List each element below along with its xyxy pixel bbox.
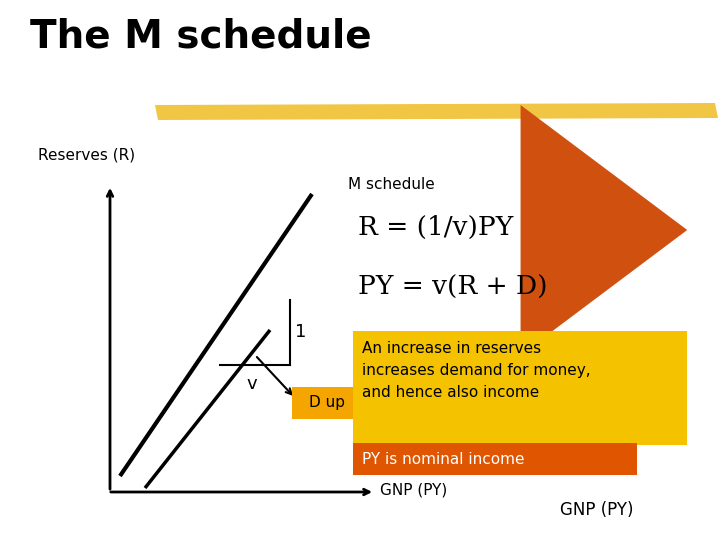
Text: M schedule: M schedule (348, 177, 435, 192)
FancyBboxPatch shape (292, 387, 362, 419)
Text: 1: 1 (295, 323, 307, 341)
Text: GNP (PY): GNP (PY) (560, 501, 634, 519)
Text: The M schedule: The M schedule (30, 18, 372, 56)
Text: R = (1/v)PY – D: R = (1/v)PY – D (358, 215, 564, 240)
FancyBboxPatch shape (353, 331, 687, 445)
Text: D up: D up (309, 395, 345, 410)
Polygon shape (155, 103, 718, 120)
Text: PY = v(R + D): PY = v(R + D) (358, 275, 547, 300)
Text: PY is nominal income: PY is nominal income (362, 451, 524, 467)
Text: Reserves (R): Reserves (R) (38, 148, 135, 163)
FancyBboxPatch shape (353, 443, 637, 475)
Text: v: v (247, 375, 257, 393)
Text: GNP (PY): GNP (PY) (380, 483, 447, 497)
Text: An increase in reserves
increases demand for money,
and hence also income: An increase in reserves increases demand… (362, 341, 590, 400)
